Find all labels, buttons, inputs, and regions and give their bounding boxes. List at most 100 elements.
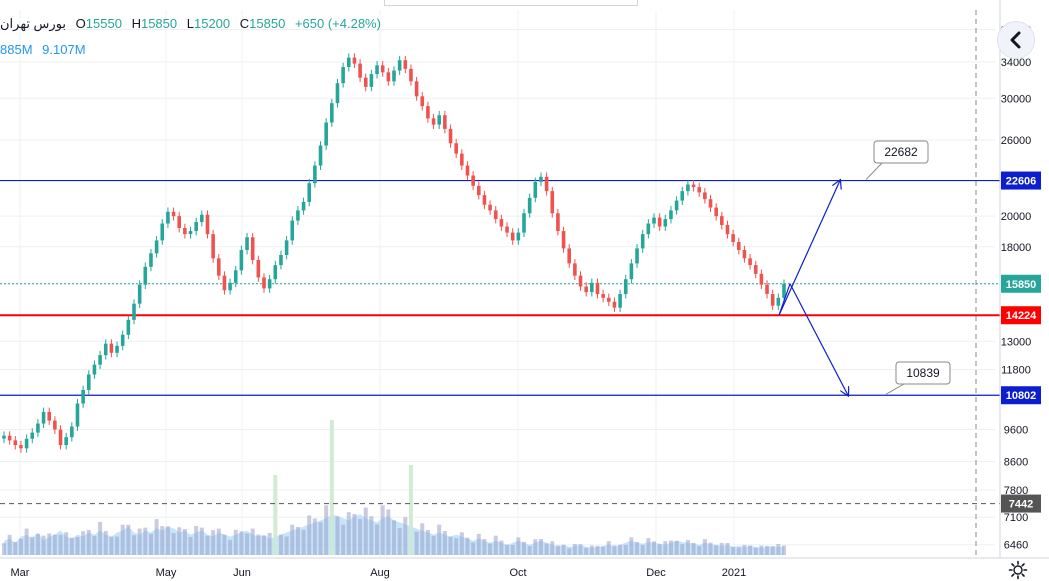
high-label: H: [131, 16, 141, 31]
candle-body: [556, 213, 560, 232]
y-tick-label: 8600: [1004, 457, 1028, 469]
volume-bar: [13, 542, 18, 555]
volume-bar: [160, 526, 165, 555]
candle-body: [324, 122, 328, 146]
volume-bar: [680, 544, 685, 555]
candle-body: [691, 184, 696, 188]
y-tick-label: 13000: [1001, 336, 1032, 348]
candle-body: [216, 258, 221, 276]
volume-bar: [58, 534, 63, 555]
volume-bar: [471, 542, 476, 555]
candle-body: [522, 213, 526, 233]
candle-body: [420, 96, 425, 107]
level-badge-22606: [1001, 171, 1041, 190]
candle-body: [539, 176, 543, 182]
volume-bar: [228, 539, 233, 555]
volume-bar: [199, 527, 204, 555]
candle-body: [714, 207, 718, 217]
volume-legend: 885M 9.107M: [0, 42, 92, 57]
candle-body: [544, 176, 549, 192]
scroll-back-button[interactable]: [997, 21, 1035, 59]
volume-bar: [505, 544, 510, 555]
candle-body: [2, 435, 6, 439]
candle-body: [132, 303, 136, 320]
volume-bar: [442, 531, 447, 555]
candle-body: [471, 175, 475, 186]
x-tick-label: Mar: [11, 567, 30, 579]
volume-bar: [120, 524, 125, 555]
candle-body: [284, 240, 289, 255]
candle-body: [41, 411, 46, 424]
volume-bar: [408, 465, 413, 555]
candle-body: [279, 254, 283, 266]
top-search-box[interactable]: [384, 0, 638, 6]
volume-bar: [109, 536, 114, 555]
candle-body: [24, 438, 29, 449]
candle-body: [414, 81, 419, 97]
candle-body: [482, 195, 487, 205]
volume-bar: [18, 538, 23, 555]
volume-bar: [759, 545, 764, 555]
candle-body: [98, 355, 102, 365]
volume-bar: [765, 545, 770, 555]
volume-bar: [595, 545, 600, 555]
volume-bar: [69, 537, 74, 555]
candle-body: [578, 275, 583, 287]
chevron-left-icon: [1010, 31, 1021, 49]
candle-body: [296, 210, 300, 221]
candle-body: [533, 181, 538, 198]
candle-body: [493, 210, 498, 220]
volume-bar: [578, 544, 583, 555]
candle-body: [573, 263, 577, 276]
level-badge-label: 10802: [1006, 390, 1037, 402]
volume-bar: [346, 512, 351, 555]
volume-bar: [702, 539, 707, 555]
projection-line-connector: [778, 283, 791, 316]
candle-body: [369, 74, 374, 87]
y-tick-label: 9600: [1004, 425, 1028, 437]
candle-body: [674, 200, 679, 211]
candle-body: [81, 389, 85, 404]
candle-body: [646, 223, 651, 235]
volume-bar: [550, 541, 555, 555]
volume-bar: [81, 531, 86, 555]
gear-icon[interactable]: [1008, 560, 1028, 580]
volume-bar: [273, 475, 278, 555]
volume-bar: [431, 535, 436, 555]
candle-body: [663, 219, 668, 227]
candle-body: [358, 63, 362, 78]
volume-bar: [64, 532, 69, 555]
candle-body: [386, 72, 391, 82]
x-tick-label: Oct: [509, 567, 526, 579]
projection-annotations[interactable]: 22682 10839: [778, 140, 951, 395]
volume-bar: [318, 522, 323, 555]
candle-body: [454, 143, 458, 154]
callout-pointer: [885, 383, 905, 395]
volume-bar: [369, 516, 374, 555]
volume-bar: [30, 536, 35, 555]
y-tick-label: 6460: [1004, 540, 1028, 552]
volume-bar: [538, 539, 543, 555]
volume-bar: [657, 544, 662, 555]
volume-bar: [714, 545, 719, 555]
candle-body: [70, 426, 74, 438]
candle-body: [516, 232, 521, 241]
x-tick-label: Dec: [646, 567, 666, 579]
volume-bar: [731, 546, 736, 555]
x-tick-label: Jun: [233, 567, 251, 579]
volume-bar: [742, 544, 747, 555]
volume-bar: [425, 529, 430, 555]
candle-body: [618, 294, 622, 308]
x-tick-label: Aug: [370, 567, 390, 579]
callout-box: [873, 140, 929, 164]
volume-bar: [352, 513, 357, 555]
volume-bar: [75, 537, 80, 555]
candle-body: [7, 435, 12, 441]
volume-bar: [256, 534, 261, 555]
volume-bar: [459, 532, 464, 555]
candle-body: [460, 153, 464, 166]
volume-panel: [2, 420, 786, 555]
horizontal-levels[interactable]: 22606 14224 10802 15850 7442: [0, 171, 1041, 513]
callout-label: 10839: [906, 366, 940, 380]
